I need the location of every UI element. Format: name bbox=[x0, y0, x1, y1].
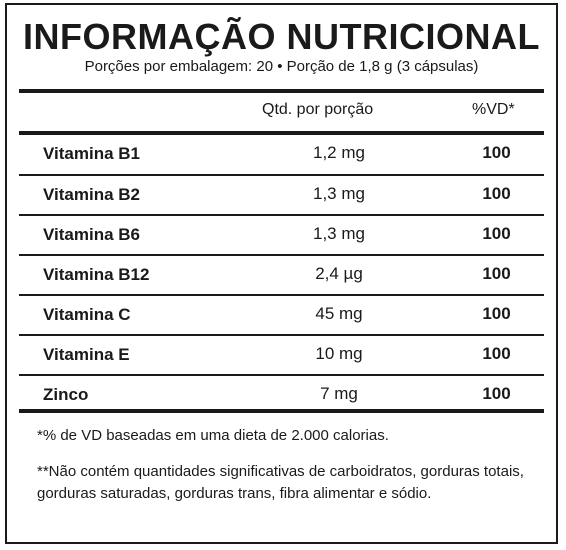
quantity-column-header: Qtd. por porção bbox=[262, 101, 374, 118]
row-divider bbox=[19, 374, 544, 376]
table-row: Vitamina B1 1,2 mg 100 bbox=[19, 135, 544, 173]
table-row: Vitamina E 10 mg 100 bbox=[19, 336, 544, 374]
table-row: Vitamina B2 1,3 mg 100 bbox=[19, 176, 544, 214]
panel-title: INFORMAÇÃO NUTRICIONAL bbox=[23, 16, 540, 57]
nutrient-name: Vitamina C bbox=[43, 305, 131, 324]
nutrient-dv: 100 bbox=[482, 143, 511, 162]
row-divider bbox=[19, 294, 544, 296]
nutrient-dv: 100 bbox=[482, 384, 511, 403]
nutrition-facts-panel: INFORMAÇÃO NUTRICIONAL Porções por embal… bbox=[5, 3, 558, 544]
table-row: Vitamina C 45 mg 100 bbox=[19, 296, 544, 334]
table-row: Vitamina B6 1,3 mg 100 bbox=[19, 216, 544, 254]
nutrient-quantity: 10 mg bbox=[315, 344, 363, 363]
row-divider bbox=[19, 334, 544, 336]
nutrient-dv: 100 bbox=[482, 304, 511, 323]
nutrient-quantity: 1,3 mg bbox=[313, 184, 365, 203]
non-significant-footnote: **Não contém quantidades significativas … bbox=[37, 463, 524, 502]
nutrient-quantity: 1,3 mg bbox=[313, 224, 365, 243]
nutrient-dv: 100 bbox=[482, 344, 511, 363]
nutrient-dv: 100 bbox=[482, 184, 511, 203]
serving-info: Porções por embalagem: 20 • Porção de 1,… bbox=[84, 58, 479, 75]
nutrient-quantity: 1,2 mg bbox=[313, 143, 365, 162]
nutrient-name: Vitamina E bbox=[43, 345, 130, 364]
table-row: Vitamina B12 2,4 µg 100 bbox=[19, 256, 544, 294]
nutrient-name: Vitamina B12 bbox=[43, 265, 150, 284]
nutrient-name: Vitamina B2 bbox=[43, 185, 141, 204]
header-divider bbox=[19, 89, 544, 93]
row-divider bbox=[19, 254, 544, 256]
table-bottom-divider bbox=[19, 409, 544, 413]
nutrient-quantity: 7 mg bbox=[320, 384, 358, 403]
nutrient-dv: 100 bbox=[482, 224, 511, 243]
nutrient-quantity: 2,4 µg bbox=[315, 264, 363, 283]
nutrient-quantity: 45 mg bbox=[315, 304, 363, 323]
row-divider bbox=[19, 174, 544, 176]
table-row: Zinco 7 mg 100 bbox=[19, 376, 544, 414]
dv-column-header: %VD* bbox=[472, 101, 515, 118]
dv-footnote: *% de VD baseadas em uma dieta de 2.000 … bbox=[37, 427, 389, 444]
table-top-divider bbox=[19, 131, 544, 135]
nutrient-dv: 100 bbox=[482, 264, 511, 283]
row-divider bbox=[19, 214, 544, 216]
nutrient-name: Vitamina B1 bbox=[43, 144, 141, 163]
nutrient-name: Zinco bbox=[43, 385, 89, 404]
nutrient-name: Vitamina B6 bbox=[43, 225, 141, 244]
